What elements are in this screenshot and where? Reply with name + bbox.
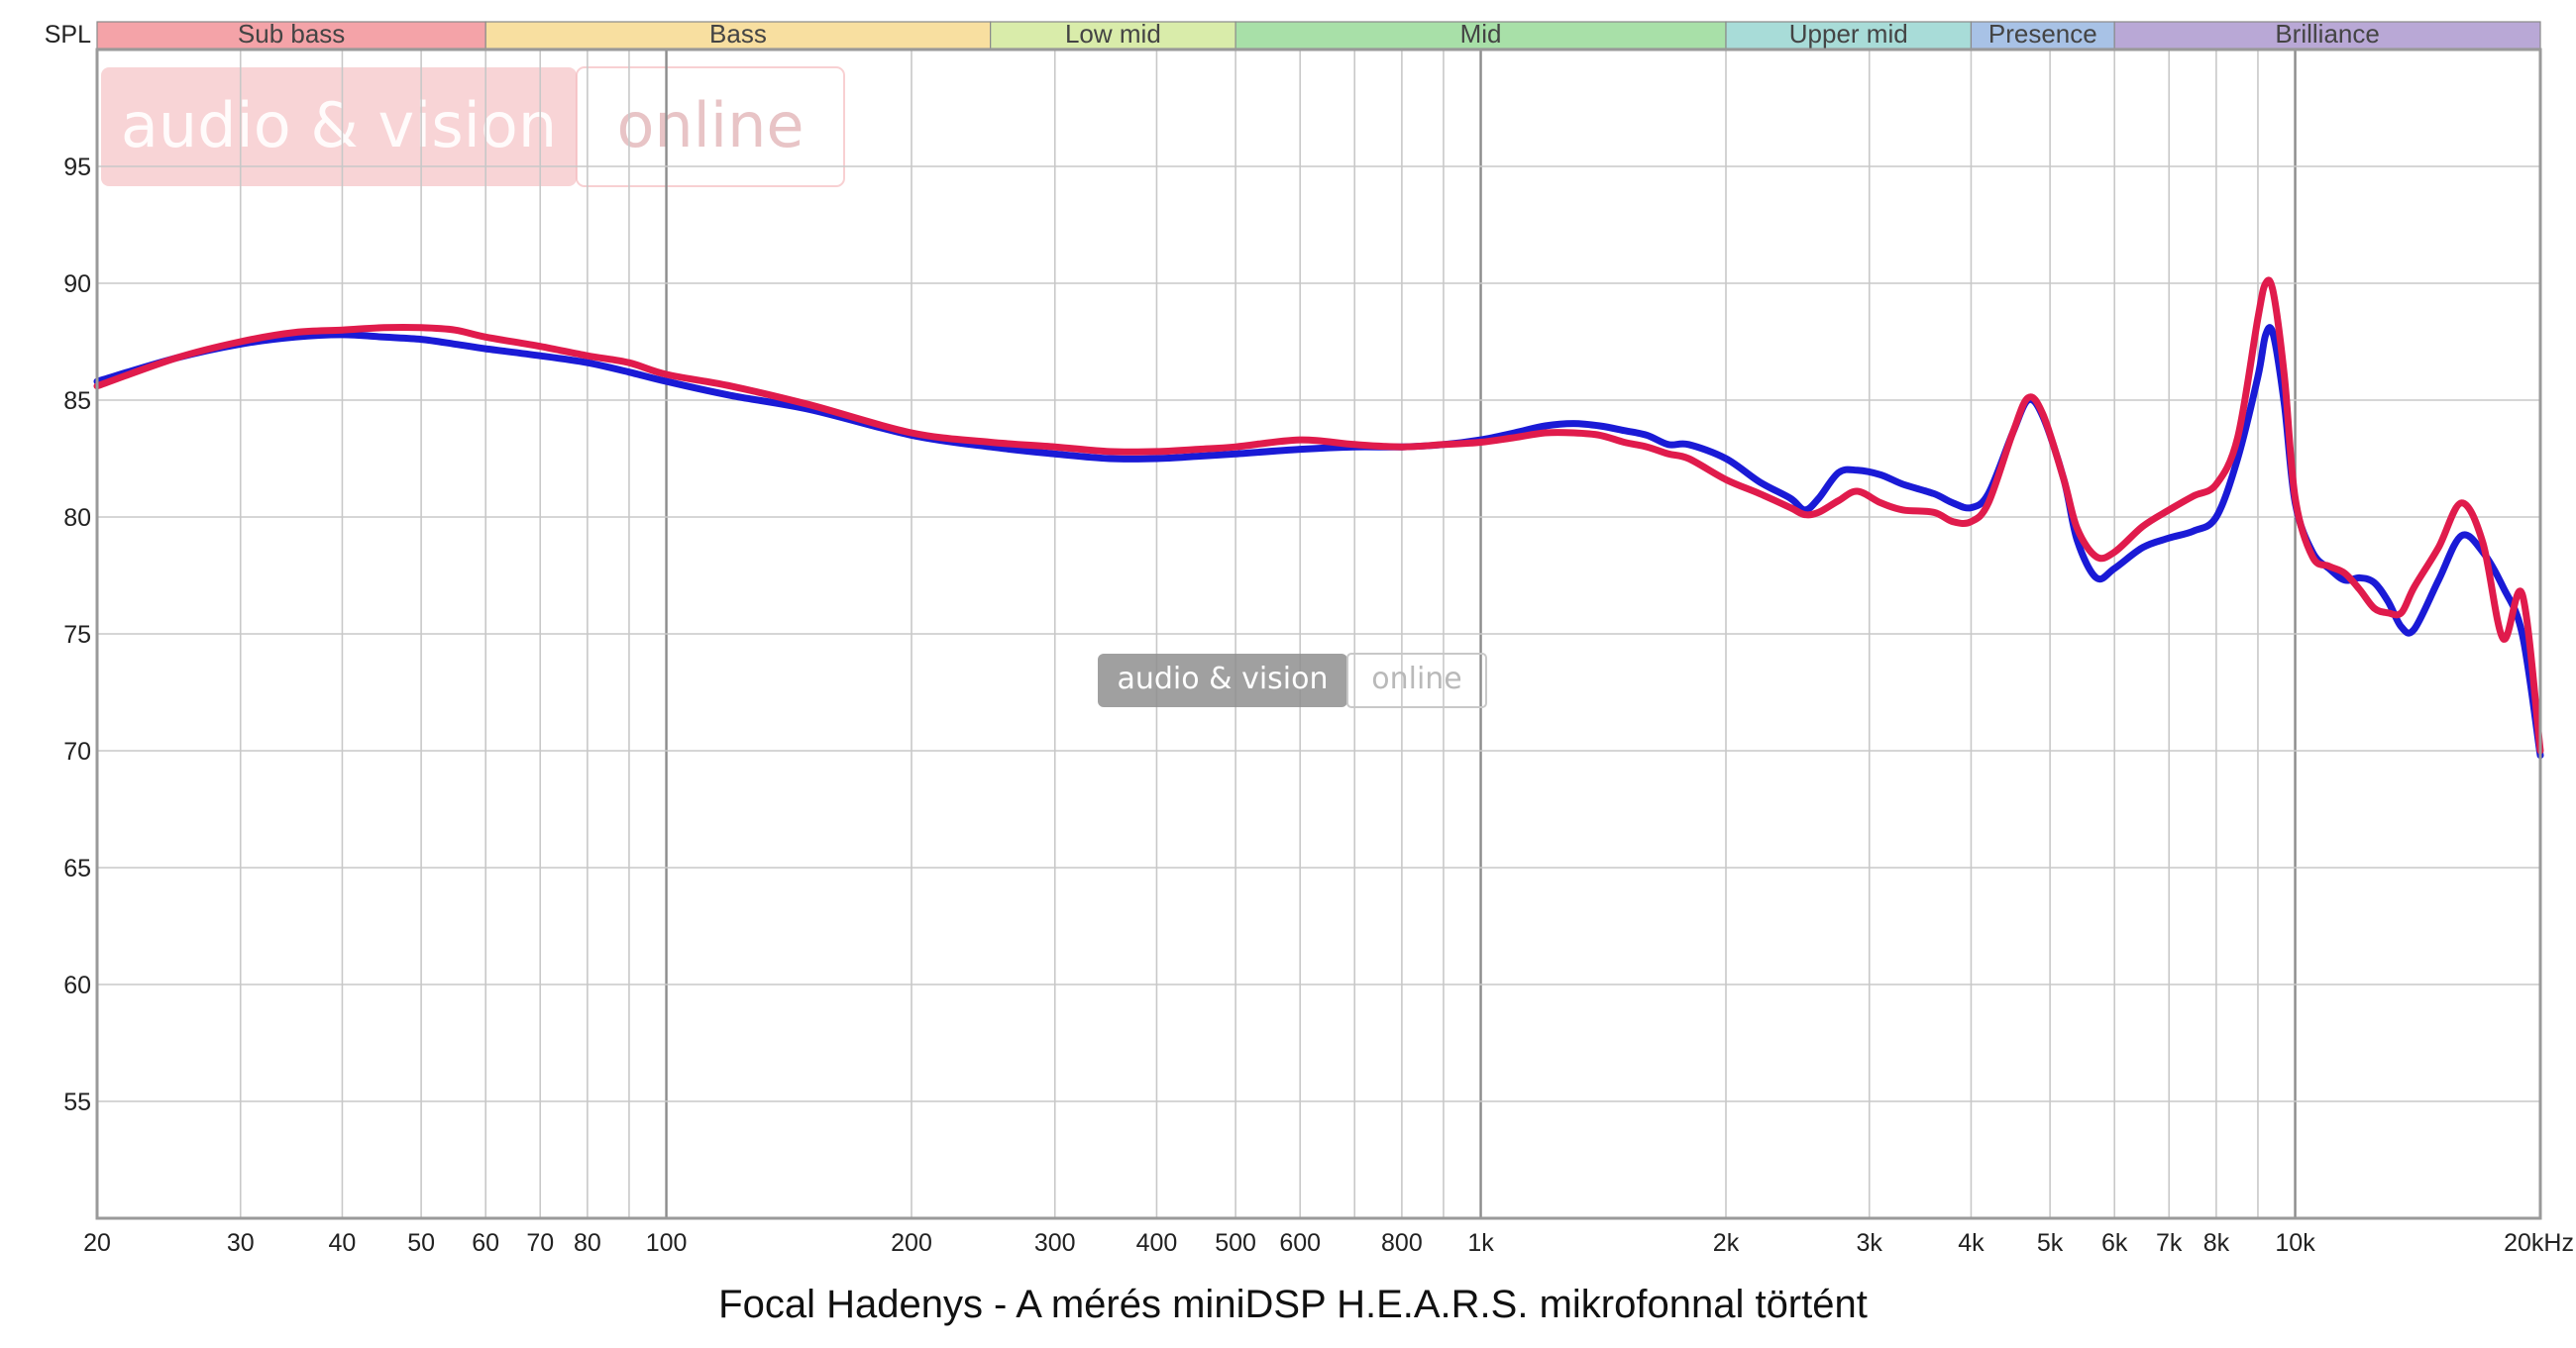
x-tick-label: 400 [1136, 1229, 1178, 1257]
band-label: Low mid [1065, 19, 1161, 49]
x-tick-label: 10k [2275, 1229, 2315, 1257]
y-tick-label: 85 [63, 387, 91, 415]
grid-lines [97, 50, 2540, 1218]
band-label: Upper mid [1789, 19, 1908, 49]
x-tick-label: 50 [407, 1229, 435, 1257]
band-brilliance [2113, 21, 2541, 50]
x-tick-label: 60 [472, 1229, 499, 1257]
band-label: Brilliance [2275, 19, 2380, 49]
band-label: Presence [1988, 19, 2097, 49]
series-group [93, 276, 2544, 760]
x-tick-label: 80 [574, 1229, 601, 1257]
x-tick-label: 7k [2156, 1229, 2183, 1257]
y-axis-labels: 55 60 65 70 75 80 85 90 95 [63, 154, 91, 1116]
x-tick-label: 30 [227, 1229, 255, 1257]
x-tick-label: 100 [646, 1229, 688, 1257]
x-tick-label: 800 [1381, 1229, 1423, 1257]
y-tick-label: 95 [63, 154, 91, 181]
y-tick-label: 80 [63, 504, 91, 532]
x-tick-label: 600 [1279, 1229, 1321, 1257]
x-tick-label: 8k [2203, 1229, 2230, 1257]
watermark-top-suffix-box [576, 66, 845, 187]
band-label: Sub bass [238, 19, 345, 49]
y-tick-label: 60 [63, 972, 91, 999]
band-label: Bass [709, 19, 767, 49]
x-tick-label: 70 [526, 1229, 554, 1257]
y-axis-title: SPL [45, 21, 91, 49]
x-axis-labels: 20 30 40 50 60 70 80 100 200 300 400 500 600 800 1k 2k 3… [83, 1229, 2574, 1257]
x-tick-label: 4k [1958, 1229, 1985, 1257]
y-tick-label: 55 [63, 1089, 91, 1116]
x-tick-label: 300 [1034, 1229, 1076, 1257]
series-line-2 [93, 276, 2544, 755]
x-tick-label: 1k [1467, 1229, 1494, 1257]
watermark-center-brand-box [1098, 654, 1347, 707]
x-tick-label: 6k [2101, 1229, 2128, 1257]
x-tick-label: 3k [1857, 1229, 1883, 1257]
x-tick-label: 2k [1713, 1229, 1740, 1257]
y-tick-label: 70 [63, 738, 91, 766]
watermark-center-suffix-box [1346, 653, 1487, 708]
x-tick-label: 20 [83, 1229, 111, 1257]
band-bass [484, 21, 992, 50]
band-mid [1234, 21, 1727, 50]
x-tick-label: 20kHz [2504, 1229, 2574, 1257]
y-tick-label: 75 [63, 621, 91, 649]
watermark-top: audio & vision online [101, 66, 845, 187]
watermark-center-suffix-text: online [1371, 662, 1462, 696]
y-tick-label: 90 [63, 270, 91, 298]
plot-frame [95, 48, 2542, 1220]
frequency-bands: Sub bass Bass Low mid Mid Upper mid Presence B… [96, 19, 2541, 50]
x-tick-label: 200 [891, 1229, 932, 1257]
y-tick-label: 65 [63, 855, 91, 882]
band-label: Mid [1460, 19, 1502, 49]
x-tick-label: 500 [1215, 1229, 1256, 1257]
x-tick-label: 5k [2037, 1229, 2064, 1257]
x-tick-label: 40 [329, 1229, 357, 1257]
watermark-top-suffix-text: online [616, 89, 804, 161]
watermark-top-brand-text: audio & vision [121, 89, 557, 161]
watermark-top-brand-box [101, 67, 577, 186]
watermark-center: audio & vision online [1098, 653, 1487, 708]
watermark-center-brand-text: audio & vision [1117, 662, 1328, 696]
band-sub-bass [96, 21, 486, 50]
chart-caption: Focal Hadenys - A mérés miniDSP H.E.A.R.… [718, 1283, 1868, 1326]
